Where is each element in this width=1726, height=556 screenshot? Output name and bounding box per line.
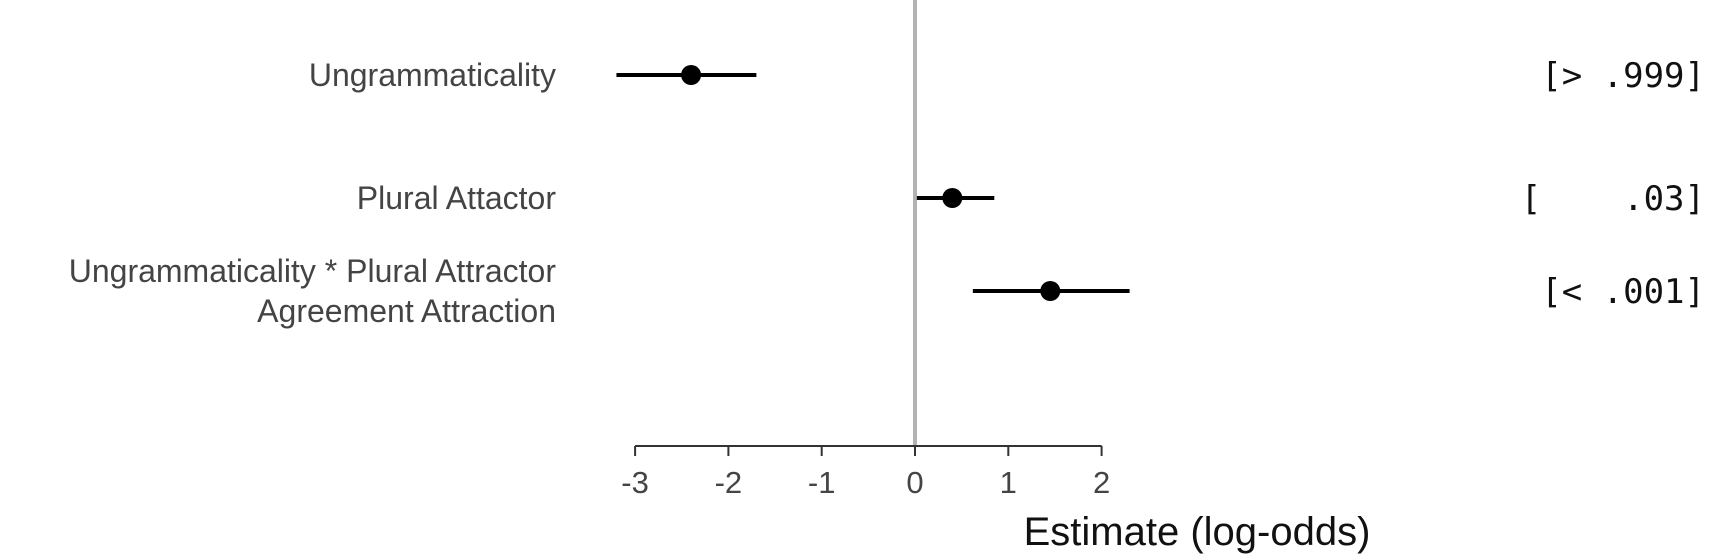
p-value-label: [ .03] xyxy=(1521,179,1705,219)
x-axis-title: Estimate (log-odds) xyxy=(1024,510,1371,554)
x-axis: -3 -2 -1 0 1 2 xyxy=(621,445,1110,500)
x-tick-label: 2 xyxy=(1093,465,1110,500)
estimate-rows: Ungrammaticality [> .999] Plural Attactor [… xyxy=(69,56,1705,329)
row-label: Plural Attactor xyxy=(357,180,557,216)
estimate-point xyxy=(942,188,963,208)
x-tick-label: -3 xyxy=(621,465,649,500)
p-value-label: [> .999] xyxy=(1541,56,1705,96)
x-tick-label: -2 xyxy=(715,465,743,500)
estimate-point xyxy=(681,65,702,85)
row-label: Ungrammaticality * Plural Attractor xyxy=(69,253,557,289)
row-label: Agreement Attraction xyxy=(257,293,556,329)
x-tick-label: -1 xyxy=(808,465,836,500)
estimate-point xyxy=(1040,281,1061,301)
estimate-row: Plural Attactor [ .03] xyxy=(357,179,1705,219)
estimate-row: Ungrammaticality [> .999] xyxy=(309,56,1705,96)
x-tick-label: 1 xyxy=(1000,465,1017,500)
row-label: Ungrammaticality xyxy=(309,57,556,93)
x-tick-label: 0 xyxy=(906,465,923,500)
estimate-row: Ungrammaticality * Plural Attractor Agree… xyxy=(69,253,1705,329)
p-value-label: [< .001] xyxy=(1541,272,1705,312)
